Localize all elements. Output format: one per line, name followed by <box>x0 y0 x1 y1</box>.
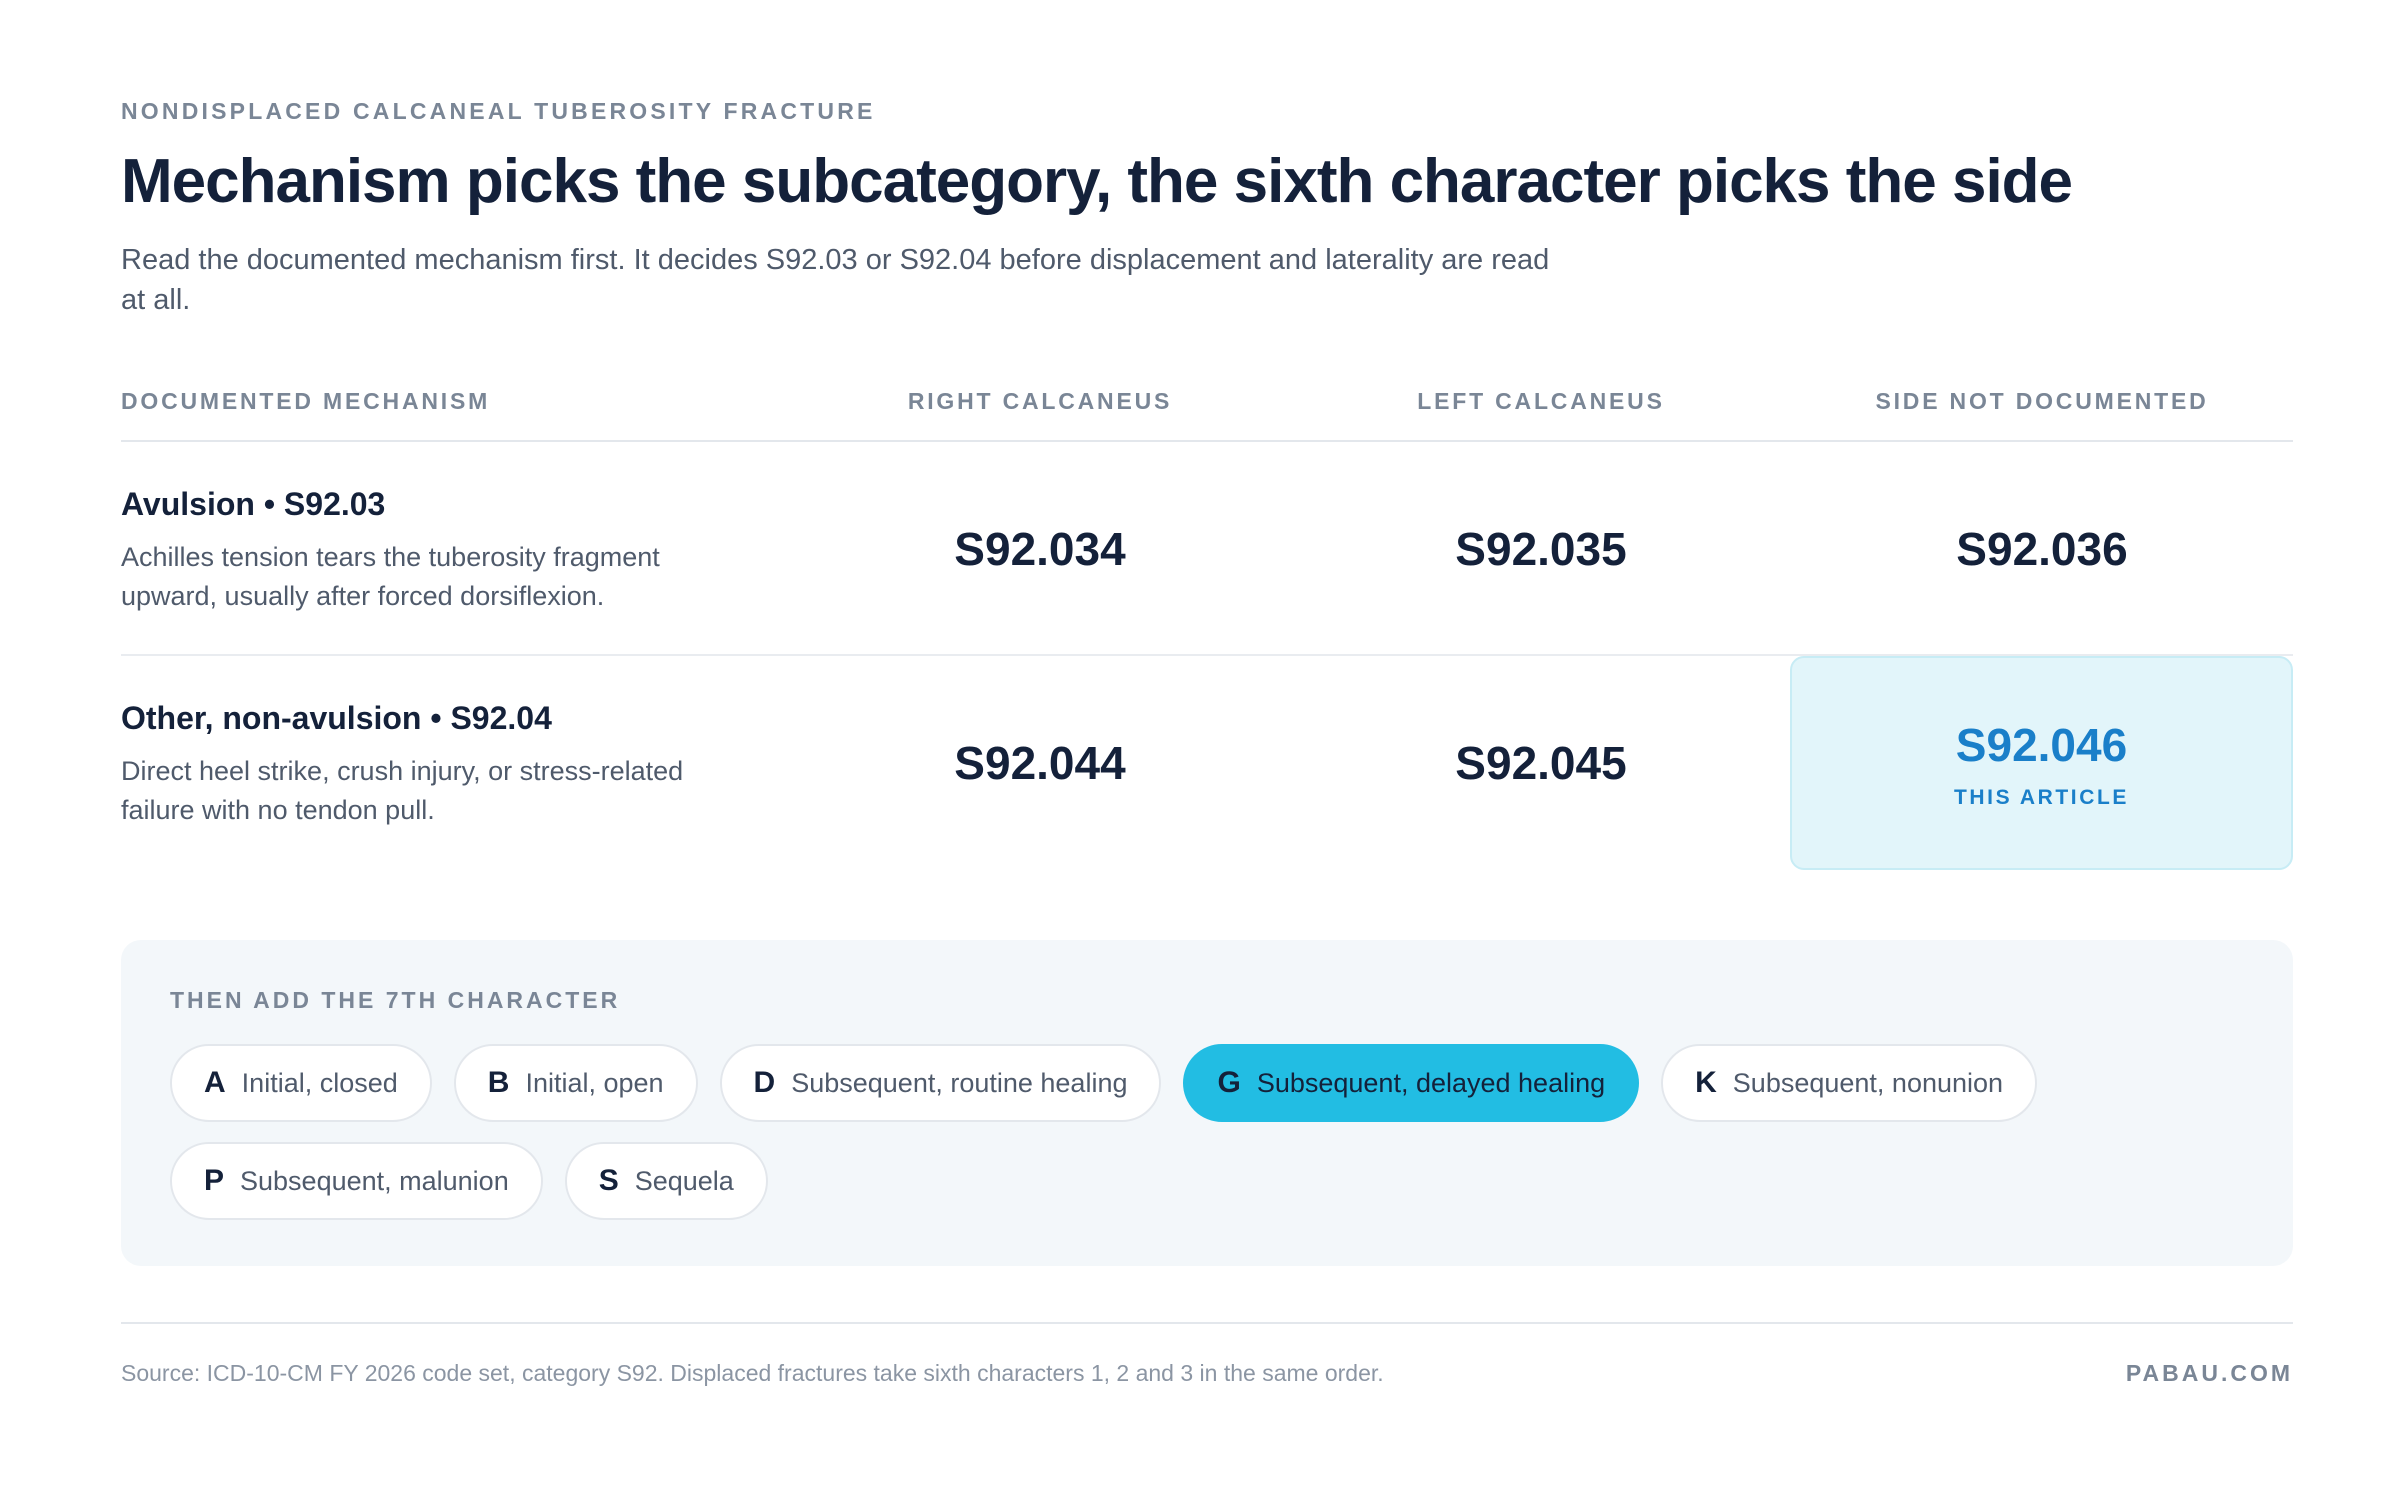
code-right: S92.034 <box>954 523 1126 575</box>
source-note: Source: ICD-10-CM FY 2026 code set, cate… <box>121 1360 1384 1386</box>
column-header-unspecified: SIDE NOT DOCUMENTED <box>1875 388 2209 414</box>
chip-s: S Sequela <box>564 1142 768 1220</box>
footer: Source: ICD-10-CM FY 2026 code set, cate… <box>121 1322 2293 1402</box>
chip-a: A Initial, closed <box>170 1044 432 1122</box>
code-right: S92.044 <box>954 737 1126 789</box>
code-left: S92.045 <box>1455 737 1627 789</box>
table-header: DOCUMENTED MECHANISM RIGHT CALCANEUS LEF… <box>121 378 2293 442</box>
chip-d: D Subsequent, routine healing <box>719 1044 1162 1122</box>
chip-letter: G <box>1217 1066 1241 1099</box>
brand-label: PABAU.COM <box>2125 1360 2293 1386</box>
chip-letter: P <box>204 1164 225 1197</box>
mechanism-description: Achilles tension tears the tuberosity fr… <box>121 542 660 611</box>
chip-description: Subsequent, malunion <box>240 1165 509 1196</box>
chip-description: Sequela <box>634 1165 734 1196</box>
chip-letter: A <box>204 1066 226 1099</box>
this-article-badge: THIS ARTICLE <box>1953 786 2130 809</box>
column-header-right: RIGHT CALCANEUS <box>907 388 1173 414</box>
chip-p: P Subsequent, malunion <box>170 1142 543 1220</box>
code-left: S92.035 <box>1455 523 1627 575</box>
chip-k: K Subsequent, nonunion <box>1661 1044 2038 1122</box>
mechanism-name: Avulsion • S92.03 <box>121 486 386 522</box>
chip-list: A Initial, closed B Initial, open D Subs… <box>170 1044 2250 1220</box>
page-subtitle: Read the documented mechanism first. It … <box>121 244 1550 316</box>
code-unspecified: S92.046 <box>1955 719 2128 771</box>
eyebrow-label: NONDISPLACED CALCANEAL TUBEROSITY FRACTU… <box>121 98 876 124</box>
chip-letter: S <box>598 1164 619 1197</box>
chip-description: Subsequent, routine healing <box>791 1067 1128 1098</box>
table-row-non-avulsion: Other, non-avulsion • S92.04 Direct heel… <box>121 656 2293 870</box>
chip-description: Subsequent, nonunion <box>1732 1067 2004 1098</box>
highlighted-cell: S92.046 THIS ARTICLE <box>1790 656 2293 870</box>
chip-letter: B <box>487 1066 510 1099</box>
column-header-mechanism: DOCUMENTED MECHANISM <box>121 388 491 414</box>
chip-g-active: G Subsequent, delayed healing <box>1183 1044 1640 1122</box>
chip-description: Subsequent, delayed healing <box>1256 1067 1606 1098</box>
chip-description: Initial, open <box>525 1067 664 1098</box>
chip-description: Initial, closed <box>241 1067 398 1098</box>
infographic: NONDISPLACED CALCANEAL TUBEROSITY FRACTU… <box>121 0 2293 1488</box>
table-row-avulsion: Avulsion • S92.03 Achilles tension tears… <box>121 442 2293 656</box>
mechanism-description: Direct heel strike, crush injury, or str… <box>121 756 684 825</box>
chip-letter: K <box>1695 1066 1717 1099</box>
chip-letter: D <box>753 1066 776 1099</box>
mechanism-name: Other, non-avulsion • S92.04 <box>121 700 552 736</box>
code-unspecified: S92.036 <box>1956 523 2128 575</box>
chip-b: B Initial, open <box>453 1044 698 1122</box>
seventh-character-panel: THEN ADD THE 7TH CHARACTER A Initial, cl… <box>121 940 2293 1266</box>
panel-label: THEN ADD THE 7TH CHARACTER <box>170 987 621 1013</box>
column-header-left: LEFT CALCANEUS <box>1417 388 1665 414</box>
page-title: Mechanism picks the subcategory, the six… <box>121 147 2073 216</box>
